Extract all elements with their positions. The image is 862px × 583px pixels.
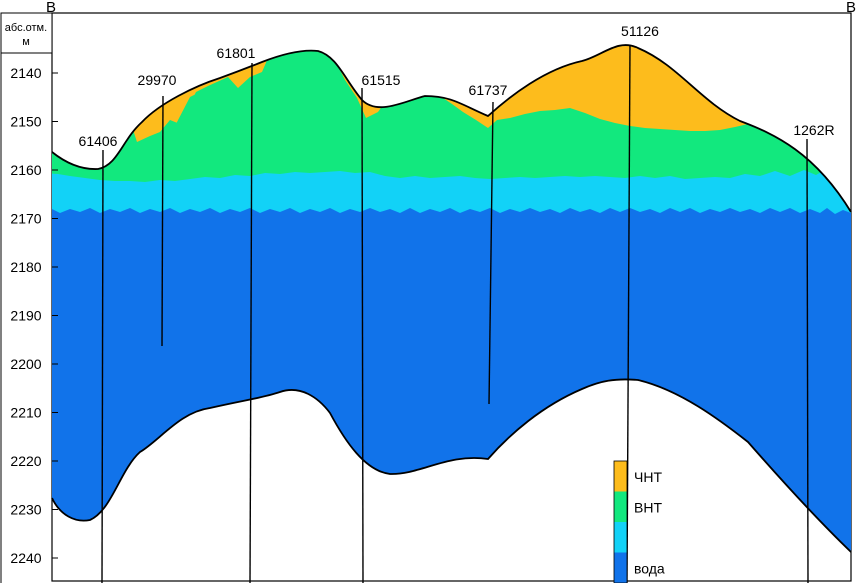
well-label: 61801 xyxy=(217,45,256,61)
y-tick-label: 2220 xyxy=(10,453,41,469)
top-surface-line xyxy=(51,44,852,213)
well-trajectory xyxy=(101,149,104,583)
well-trajectory xyxy=(806,138,809,583)
axis-title-line1: абс.отм. xyxy=(5,22,47,34)
legend-frame xyxy=(613,460,628,583)
well-trajectory xyxy=(488,101,494,405)
y-tick-label: 2210 xyxy=(10,405,41,421)
well-label: 51126 xyxy=(621,23,659,39)
legend: ЧНТ ВНТ вода xyxy=(613,460,665,583)
legend-swatch xyxy=(614,552,627,583)
section-start-label: В xyxy=(46,0,56,16)
legend-swatch xyxy=(614,491,627,522)
y-tick-label: 2150 xyxy=(10,114,41,130)
y-axis: 2140 2150 2160 2170 2180 2190 2200 2210 2220 2230… xyxy=(10,65,58,566)
y-tick-label: 2170 xyxy=(10,211,41,227)
bottom-surface-line xyxy=(51,378,852,553)
y-tick-label: 2140 xyxy=(10,65,41,81)
well-label: 1262R xyxy=(793,122,834,138)
crest-green-lens xyxy=(176,52,356,124)
section-end-label: В xyxy=(846,0,856,16)
well-trajectory xyxy=(161,95,164,347)
axis-header-box xyxy=(0,12,53,54)
y-tick-label: 2190 xyxy=(10,308,41,324)
well-trajectory xyxy=(361,87,364,583)
y-tick-label: 2230 xyxy=(10,502,41,518)
legend-swatch xyxy=(614,461,627,492)
y-tick-label: 2180 xyxy=(10,259,41,275)
well-label: 61737 xyxy=(469,82,508,98)
legend-swatch xyxy=(614,522,627,553)
y-tick-label: 2200 xyxy=(10,356,41,372)
legend-label: ЧНТ xyxy=(634,469,662,485)
legend-label: ВНТ xyxy=(634,500,662,516)
well-trajectory xyxy=(626,44,631,583)
well-label: 29970 xyxy=(138,72,177,88)
legend-label: вода xyxy=(634,561,665,577)
y-tick-label: 2160 xyxy=(10,162,41,178)
well-label: 61406 xyxy=(79,133,118,149)
wells: 61406 29970 61801 61515 61737 51126 1262R xyxy=(79,23,835,583)
well-label: 61515 xyxy=(362,72,401,88)
y-tick-label: 2240 xyxy=(10,550,41,566)
well-trajectory xyxy=(249,62,253,583)
axis-title-line2: м xyxy=(22,36,30,48)
